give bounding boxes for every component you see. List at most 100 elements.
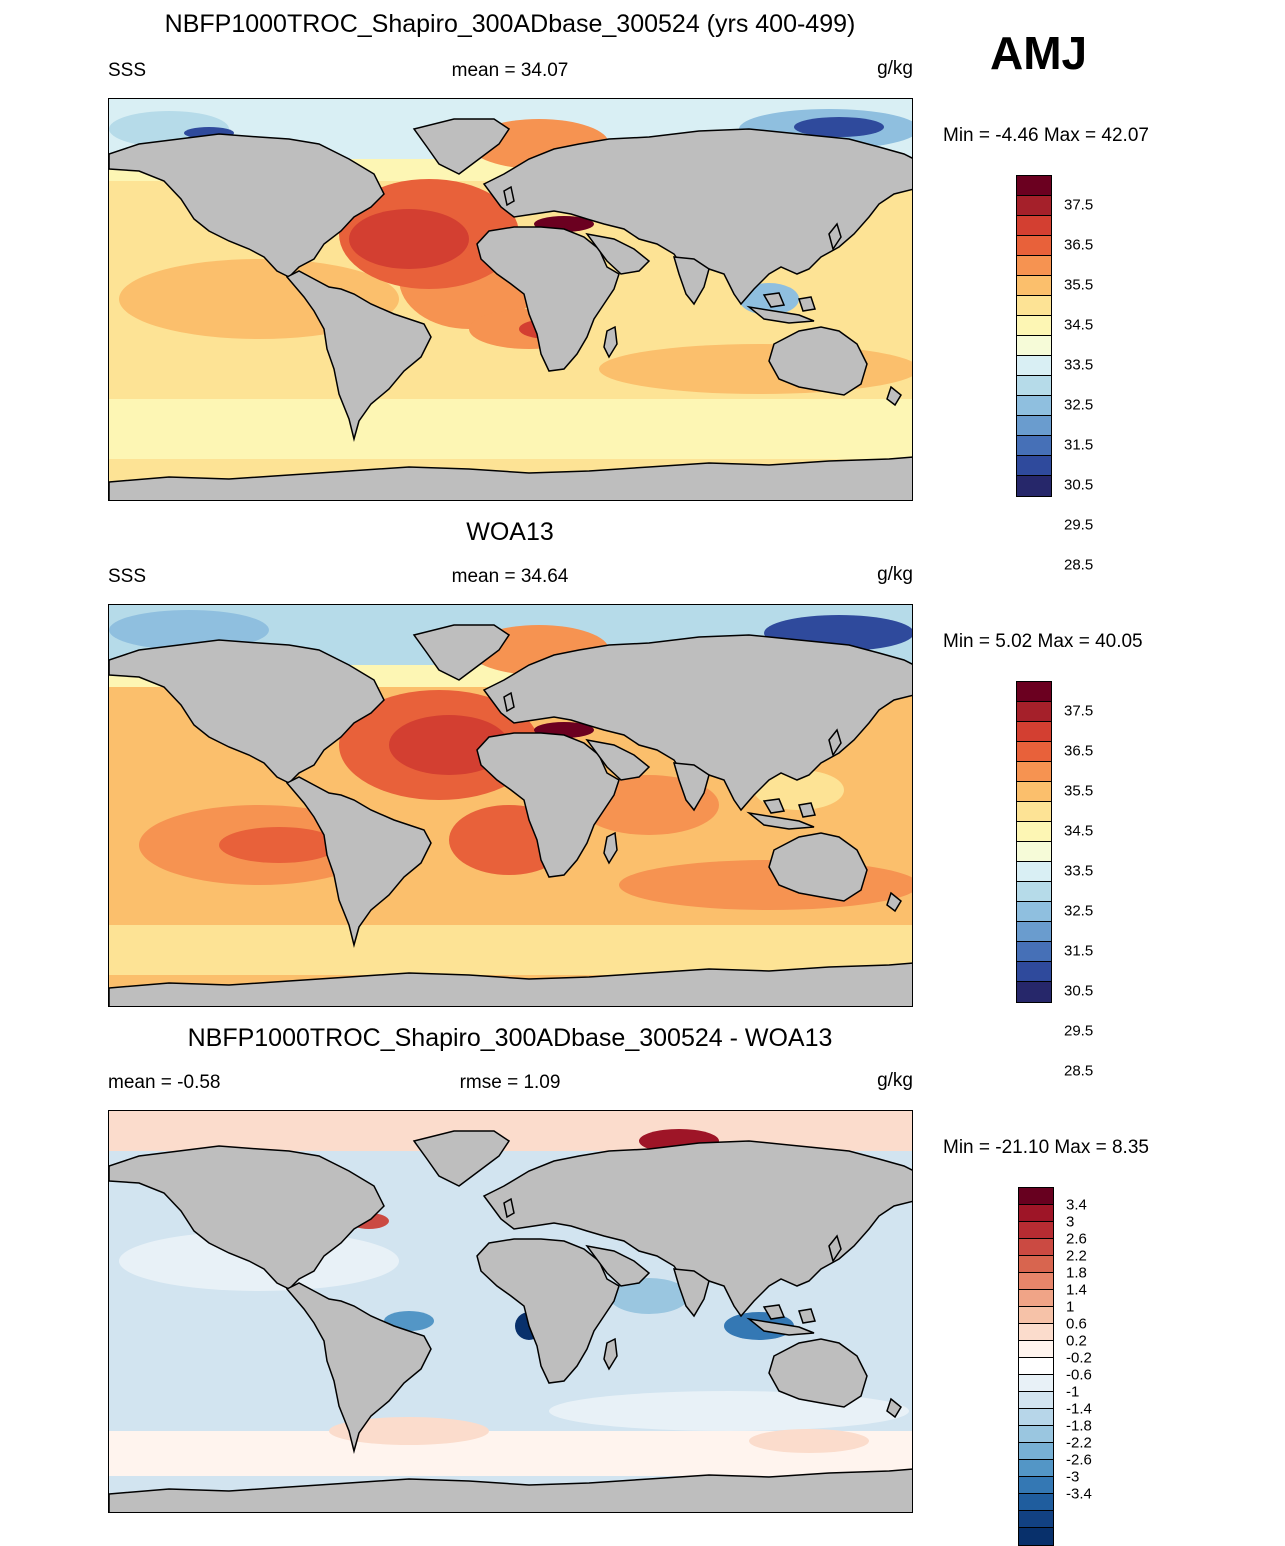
colorbar-tick-label: 31.5 [1064,436,1094,454]
colorbar-swatch [1017,802,1051,822]
colorbar-swatch [1017,316,1051,336]
colorbar-swatch [1019,1256,1053,1273]
colorbar-tick-label: 34.5 [1064,822,1094,840]
colorbar-tick-label: -3.4 [1066,1485,1092,1503]
colorbar-tick-label: 30.5 [1064,982,1094,1000]
colorbar-tick-label: 30.5 [1064,476,1094,494]
min-max-label: Min = -21.10 Max = 8.35 [943,1137,1149,1158]
variable-label: SSS [108,566,147,587]
colorbar-tick-label: 32.5 [1064,396,1094,414]
colorbar-swatch [1019,1205,1053,1222]
colorbar-swatch [1019,1392,1053,1409]
colorbar-swatch [1017,356,1051,376]
mean-label: mean = -0.58 [108,1072,221,1093]
colorbar-tick-label: 36.5 [1064,236,1094,254]
colorbar-tick-label: -0.2 [1066,1349,1092,1367]
colorbar-swatch [1017,336,1051,356]
colorbar-swatch [1017,456,1051,476]
colorbar-tick-label: 2.2 [1066,1247,1087,1265]
colorbar-tick-label: 28.5 [1064,556,1094,574]
colorbar-swatch [1017,882,1051,902]
colorbar-swatch [1017,236,1051,256]
colorbar-swatch [1019,1307,1053,1324]
rmse-label: rmse = 1.09 [459,1072,561,1093]
colorbar-tick-label: 0.2 [1066,1332,1087,1350]
colorbar-tick-label: 34.5 [1064,316,1094,334]
sss-map-obs [108,604,913,1007]
colorbar-tick-label: -3 [1066,1468,1080,1486]
colorbar-swatch [1019,1222,1053,1239]
colorbar-swatch [1019,1358,1053,1375]
colorbar-tick-label: -1.8 [1066,1417,1092,1435]
colorbar-swatch [1017,942,1051,962]
colorbar-swatch [1019,1239,1053,1256]
colorbar-swatch [1017,196,1051,216]
colorbar-swatch [1019,1341,1053,1358]
colorbar-tick-label: 37.5 [1064,196,1094,214]
colorbar-swatch [1017,762,1051,782]
colorbar-tick-label: 33.5 [1064,356,1094,374]
colorbar-swatch [1017,276,1051,296]
colorbar-swatch [1017,982,1051,1002]
colorbar-swatch [1019,1188,1053,1205]
colorbar-swatch [1019,1460,1053,1477]
colorbar-swatch [1017,416,1051,436]
colorbar-tick-label: 36.5 [1064,742,1094,760]
min-max-label: Min = 5.02 Max = 40.05 [943,631,1143,652]
colorbar-swatches [1018,1187,1054,1546]
colorbar-swatch [1017,962,1051,982]
colorbar-swatch [1019,1426,1053,1443]
units-label: g/kg [877,58,913,79]
colorbar-tick-label: -2.6 [1066,1451,1092,1469]
colorbar-swatch [1019,1409,1053,1426]
colorbar-swatches [1016,681,1052,1003]
colorbar-tick-label: -1 [1066,1383,1080,1401]
colorbar-tick-label: 1.8 [1066,1264,1087,1282]
season-label: AMJ [990,27,1088,79]
colorbar-swatch [1019,1494,1053,1511]
colorbar-tick-label: -1.4 [1066,1400,1092,1418]
colorbar-tick-label: 29.5 [1064,516,1094,534]
colorbar-swatch [1017,842,1051,862]
sss-difference-map [108,1110,913,1513]
min-max-label: Min = -4.46 Max = 42.07 [943,125,1149,146]
units-label: g/kg [877,1070,913,1091]
colorbar-swatch [1017,862,1051,882]
colorbar-swatch [1019,1324,1053,1341]
colorbar-swatch [1017,742,1051,762]
colorbar-swatch [1017,476,1051,496]
colorbar-tick-label: -2.2 [1066,1434,1092,1452]
colorbar-tick-label: 37.5 [1064,702,1094,720]
colorbar-tick-label: 31.5 [1064,942,1094,960]
colorbar-swatch [1019,1443,1053,1460]
colorbar-swatch [1019,1477,1053,1494]
colorbar-swatch [1017,396,1051,416]
colorbar-swatch [1017,782,1051,802]
colorbar-swatch [1017,702,1051,722]
panel-title-obs: WOA13 [466,518,554,546]
colorbar-tick-label: 3.4 [1066,1196,1087,1214]
colorbar-tick-label: 28.5 [1064,1062,1094,1080]
colorbar-swatch [1017,176,1051,196]
colorbar-tick-label: 32.5 [1064,902,1094,920]
colorbar-tick-label: 0.6 [1066,1315,1087,1333]
panel-title-model: NBFP1000TROC_Shapiro_300ADbase_300524 (y… [164,10,856,38]
colorbar-tick-label: 3 [1066,1213,1075,1231]
colorbar-swatch [1017,296,1051,316]
colorbar-tick-label: 1.4 [1066,1281,1087,1299]
colorbar-swatch [1017,682,1051,702]
colorbar-swatch [1019,1273,1053,1290]
panel-title-diff: NBFP1000TROC_Shapiro_300ADbase_300524 - … [187,1024,833,1052]
colorbar-swatch [1017,722,1051,742]
colorbar-swatch [1017,822,1051,842]
colorbar-swatch [1017,216,1051,236]
colorbar-swatch [1019,1290,1053,1307]
mean-label: mean = 34.64 [451,566,569,587]
colorbar-swatch [1019,1511,1053,1528]
colorbar-tick-label: 35.5 [1064,276,1094,294]
colorbar-tick-label: 29.5 [1064,1022,1094,1040]
colorbar-tick-label: 2.6 [1066,1230,1087,1248]
colorbar-swatch [1019,1375,1053,1392]
colorbar-tick-label: 33.5 [1064,862,1094,880]
mean-label: mean = 34.07 [451,60,569,81]
